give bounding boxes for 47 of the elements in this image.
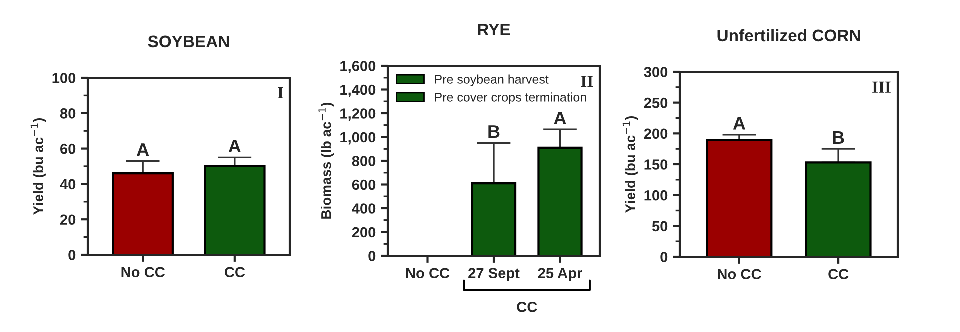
y-tick-label: 1,000 — [340, 132, 376, 145]
annotation: B — [833, 132, 844, 144]
x-tick-label: CC — [224, 267, 246, 278]
y-tick-label: 800 — [352, 156, 376, 166]
y-tick-label: 0 — [660, 252, 668, 262]
y-tick-label: 1,600 — [340, 61, 376, 74]
y-axis-title: Yield (bu ac$^{−1}$) — [622, 116, 638, 214]
y-axis-title: Yield (bu ac$^{−1}$) — [30, 118, 46, 216]
y-tick-label: 100 — [52, 73, 76, 84]
x-tick-label: 25 Apr — [538, 268, 582, 282]
y-tick-label: 200 — [644, 128, 668, 140]
y-tick-label: 100 — [644, 190, 668, 201]
annotation: A — [137, 144, 150, 156]
y-tick-label: 250 — [644, 98, 668, 108]
y-tick-label: 40 — [60, 179, 76, 190]
x-tick-label: No CC — [406, 268, 450, 279]
annotation: A — [554, 112, 566, 124]
x-tick-label: No CC — [718, 269, 762, 280]
x-tick-label: CC — [828, 269, 849, 280]
annotation: I — [278, 88, 284, 98]
legend-label: Pre cover crops termination — [435, 92, 586, 104]
y-tick-label: 1,400 — [340, 84, 376, 98]
chart-title: Unfertilized CORN — [718, 29, 860, 42]
y-tick-label: 150 — [644, 160, 668, 170]
legend-label: Pre soybean harvest — [435, 74, 549, 86]
x-tick-label: No CC — [122, 267, 165, 278]
y-tick-label: 400 — [352, 204, 376, 214]
chart-title: RYE — [478, 24, 510, 36]
y-tick-label: 200 — [352, 227, 376, 238]
y-axis-title: Biomass (lb ac$^{−1}$) — [318, 102, 334, 219]
annotation: III — [872, 82, 891, 93]
annotation: II — [581, 76, 594, 88]
y-tick-label: 80 — [60, 108, 76, 119]
x-tick-label: 27 Sept — [468, 268, 520, 282]
annotation: B — [488, 126, 500, 138]
y-tick-label: 300 — [644, 67, 668, 78]
y-tick-label: 600 — [352, 180, 376, 190]
x-axis-title: CC — [517, 302, 538, 312]
y-tick-label: 60 — [60, 144, 76, 154]
chart-title: SOYBEAN — [148, 36, 230, 48]
y-tick-label: 0 — [368, 251, 376, 262]
y-tick-label: 20 — [60, 214, 76, 226]
annotation: A — [733, 117, 746, 130]
y-tick-label: 0 — [68, 250, 76, 260]
annotation: A — [228, 140, 241, 153]
y-tick-label: 50 — [652, 221, 668, 232]
y-tick-label: 1,200 — [340, 108, 376, 122]
